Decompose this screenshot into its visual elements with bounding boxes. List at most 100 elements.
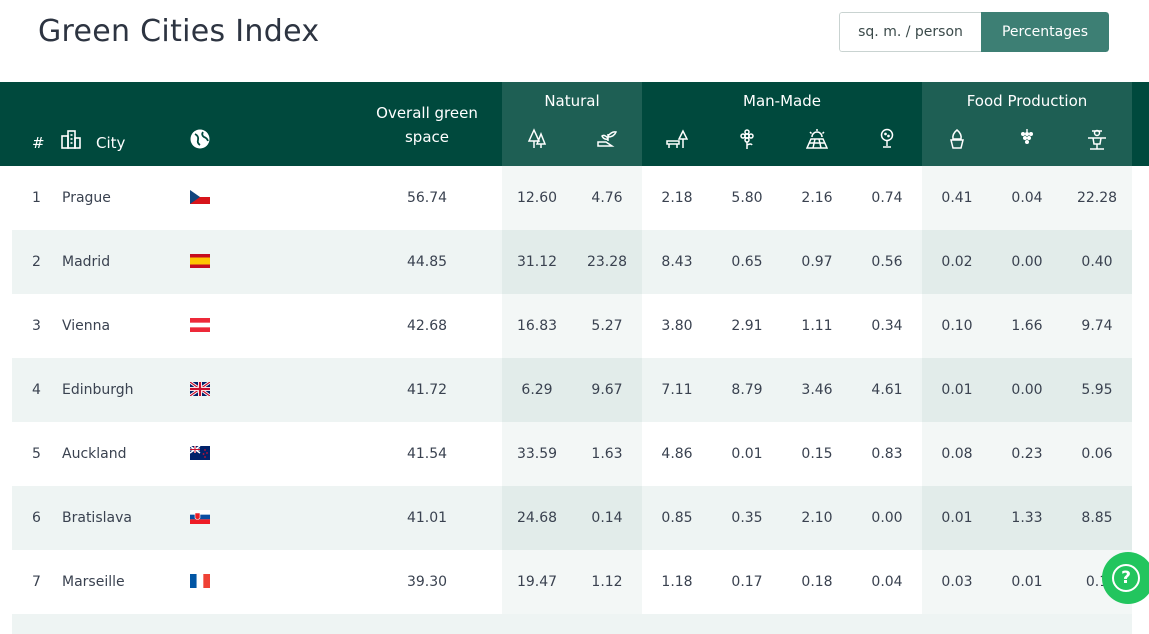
overall-header-line1: Overall green	[376, 104, 478, 122]
value-cell: 24.68	[516, 510, 558, 526]
food-column-band	[922, 486, 1132, 550]
value-cell: 33.59	[516, 446, 558, 462]
food-column-band	[922, 166, 1132, 230]
scarecrow-icon[interactable]	[1086, 128, 1108, 150]
sqm-per-person-option[interactable]: sq. m. / person	[839, 12, 981, 52]
natural-column-band	[502, 166, 642, 230]
plant-hand-icon[interactable]	[596, 128, 618, 150]
value-cell: 0.14	[591, 510, 623, 526]
value-cell: 0.10	[941, 318, 973, 334]
overall-cell: 39.30	[406, 574, 448, 590]
value-cell: 0.02	[941, 254, 973, 270]
natural-column-band	[502, 550, 642, 614]
unit-toggle: sq. m. / person Percentages	[839, 12, 1109, 52]
city-cell: Madrid	[62, 254, 111, 270]
value-cell: 8.85	[1081, 510, 1113, 526]
value-cell: 2.91	[731, 318, 763, 334]
value-cell: 4.76	[591, 190, 623, 206]
value-cell: 8.43	[661, 254, 693, 270]
austria-flag	[190, 318, 210, 332]
value-cell: 0.00	[1011, 254, 1043, 270]
overall-cell: 42.68	[406, 318, 448, 334]
natural-column-band	[502, 358, 642, 422]
food-production-group-label: Food Production	[966, 92, 1088, 110]
value-cell: 6.29	[521, 382, 553, 398]
city-buildings-icon	[60, 128, 82, 150]
globe-icon	[189, 128, 210, 149]
man-made-group-label: Man-Made	[743, 92, 821, 110]
help-button[interactable]: ?	[1102, 552, 1149, 604]
natural-column-band	[502, 422, 642, 486]
value-cell: 9.67	[591, 382, 623, 398]
table-row[interactable]: 2 Madrid 44.85 31.12 23.28 8.43 0.65 0.97 0.56 0.…	[12, 230, 1132, 294]
value-cell: 0.04	[871, 574, 903, 590]
table-row[interactable]: 1 Prague 56.74 12.60 4.76 2.18 5.80 2.16 0.74 0.4…	[12, 166, 1132, 230]
value-cell: 0.74	[871, 190, 903, 206]
value-cell: 5.95	[1081, 382, 1113, 398]
flower-icon[interactable]	[736, 128, 758, 150]
table-row[interactable]: 4 Edinburgh 41.72 6.29 9.67 7.11 8.79 3.46 4.61 0…	[12, 358, 1132, 422]
city-header[interactable]: City	[96, 134, 126, 152]
golf-icon[interactable]	[876, 128, 898, 150]
rank-header: #	[32, 134, 45, 152]
table-row[interactable]: 7 Marseille 39.30 19.47 1.12 1.18 0.17 0.18 0.04…	[12, 550, 1132, 614]
city-cell: Vienna	[62, 318, 111, 334]
overall-cell: 44.85	[406, 254, 448, 270]
park-bench-icon[interactable]	[666, 128, 688, 150]
value-cell: 31.12	[516, 254, 558, 270]
natural-group-band	[502, 82, 642, 166]
table-row[interactable]: 5 Auckland 41.54 33.59 1.63 4.86 0.01 0.15 0.83 0…	[12, 422, 1132, 486]
rank-cell: 2	[32, 254, 41, 270]
value-cell: 1.33	[1011, 510, 1043, 526]
value-cell: 1.66	[1011, 318, 1043, 334]
rank-cell: 1	[32, 190, 41, 206]
table-row-partial	[12, 614, 1132, 634]
table-row[interactable]: 3 Vienna 42.68 16.83 5.27 3.80 2.91 1.11 0.34 0.1…	[12, 294, 1132, 358]
uk-flag	[190, 382, 210, 396]
value-cell: 0.03	[941, 574, 973, 590]
new-zealand-flag	[190, 446, 210, 460]
value-cell: 2.18	[661, 190, 693, 206]
food-production-group-band	[922, 82, 1132, 166]
spain-flag	[190, 254, 210, 268]
overall-cell: 56.74	[406, 190, 448, 206]
value-cell: 0.35	[731, 510, 763, 526]
value-cell: 2.10	[801, 510, 833, 526]
value-cell: 1.63	[591, 446, 623, 462]
value-cell: 0.18	[801, 574, 833, 590]
rank-cell: 4	[32, 382, 41, 398]
value-cell: 7.11	[661, 382, 693, 398]
percentages-option[interactable]: Percentages	[981, 12, 1109, 52]
value-cell: 1.11	[801, 318, 833, 334]
food-column-band	[922, 550, 1132, 614]
value-cell: 0.65	[731, 254, 763, 270]
france-flag	[190, 574, 210, 588]
trees-icon[interactable]	[526, 128, 548, 150]
city-cell: Edinburgh	[62, 382, 134, 398]
value-cell: 0.17	[731, 574, 763, 590]
value-cell: 0.01	[1011, 574, 1043, 590]
natural-group-label: Natural	[544, 92, 600, 110]
question-icon: ?	[1112, 564, 1140, 592]
rank-cell: 5	[32, 446, 41, 462]
field-sun-icon[interactable]	[806, 128, 828, 150]
city-cell: Marseille	[62, 574, 125, 590]
value-cell: 0.01	[941, 382, 973, 398]
table-header: # City Overall green space Natural Man-M…	[0, 82, 1149, 166]
value-cell: 12.60	[516, 190, 558, 206]
table-row[interactable]: 6 Bratislava 41.01 24.68 0.14 0.85 0.35 2.10 0.0…	[12, 486, 1132, 550]
slovakia-flag	[190, 510, 210, 524]
rank-cell: 6	[32, 510, 41, 526]
overall-cell: 41.54	[406, 446, 448, 462]
value-cell: 3.46	[801, 382, 833, 398]
food-column-band	[922, 230, 1132, 294]
rank-cell: 3	[32, 318, 41, 334]
food-column-band	[922, 422, 1132, 486]
value-cell: 0.97	[801, 254, 833, 270]
value-cell: 0.15	[801, 446, 833, 462]
value-cell: 9.74	[1081, 318, 1113, 334]
food-column-band	[922, 358, 1132, 422]
value-cell: 0.00	[1011, 382, 1043, 398]
potted-plant-icon[interactable]	[946, 128, 968, 150]
grapes-icon[interactable]	[1016, 128, 1038, 150]
